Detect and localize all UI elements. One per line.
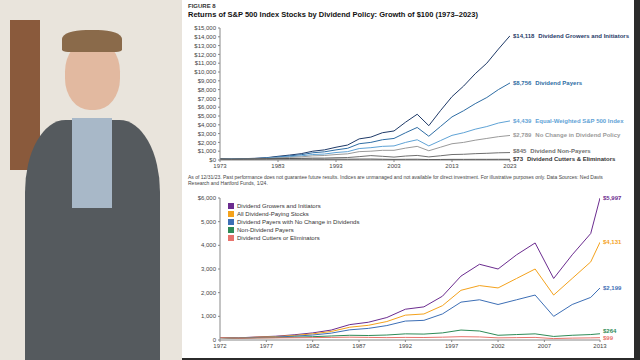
html-text:Equal-Weighted S&P 500 Index: Equal-Weighted S&P 500 Index — [535, 117, 624, 124]
svg-text:$13,000: $13,000 — [194, 43, 216, 49]
svg-text:$6,000: $6,000 — [198, 195, 217, 201]
svg-text:$4,000: $4,000 — [198, 122, 217, 128]
html-text:$14,118: $14,118 — [513, 32, 535, 39]
svg-text:$9,000: $9,000 — [198, 78, 217, 84]
svg-text:2013: 2013 — [445, 163, 459, 169]
svg-text:1987: 1987 — [352, 343, 366, 349]
svg-text:2002: 2002 — [491, 343, 505, 349]
svg-text:1982: 1982 — [306, 343, 320, 349]
svg-text:1983: 1983 — [271, 163, 285, 169]
svg-text:1,000: 1,000 — [201, 313, 217, 319]
html-text:$4,131: $4,131 — [603, 239, 622, 246]
html-text:$8,756: $8,756 — [513, 79, 532, 86]
svg-text:0: 0 — [213, 337, 217, 343]
html-text:$2,199: $2,199 — [603, 285, 622, 291]
svg-text:5,000: 5,000 — [201, 219, 217, 225]
svg-text:2,000: 2,000 — [201, 290, 217, 296]
html-text:Dividend Growers and Initiator: Dividend Growers and Initiators — [237, 203, 321, 209]
html-text:As of 12/31/23. Past performan: As of 12/31/23. Past performance does no… — [188, 174, 603, 186]
html-text:All Dividend-Paying Stocks: All Dividend-Paying Stocks — [237, 211, 309, 217]
svg-text:$10,000: $10,000 — [194, 69, 216, 75]
svg-text:3,000: 3,000 — [201, 266, 217, 272]
svg-text:2003: 2003 — [387, 163, 401, 169]
html-text:Dividend Cutters & Eliminators: Dividend Cutters & Eliminators — [527, 156, 616, 163]
svg-text:$15,000: $15,000 — [194, 25, 216, 31]
svg-text:1977: 1977 — [260, 343, 274, 349]
svg-text:1993: 1993 — [329, 163, 343, 169]
html-text:Dividend Cutters or Eliminator: Dividend Cutters or Eliminators — [237, 235, 320, 241]
svg-text:$0: $0 — [209, 157, 216, 163]
svg-text:1973: 1973 — [213, 163, 227, 169]
html-text:No Change in Dividend Policy: No Change in Dividend Policy — [535, 132, 621, 139]
svg-text:1992: 1992 — [399, 343, 413, 349]
html-text:Dividend Payers: Dividend Payers — [535, 79, 582, 86]
html-text:$99: $99 — [603, 334, 613, 341]
html-text:Returns of S&P 500 Index Stock: Returns of S&P 500 Index Stocks by Divid… — [188, 10, 478, 19]
html-text:$845: $845 — [513, 148, 527, 155]
html-text:$264: $264 — [603, 327, 617, 334]
html-text:$73: $73 — [513, 156, 523, 163]
svg-text:4,000: 4,000 — [201, 242, 217, 248]
svg-text:$11,000: $11,000 — [195, 60, 217, 66]
html-text:Dividend Non-Payers: Dividend Non-Payers — [530, 148, 591, 155]
svg-text:$6,000: $6,000 — [198, 104, 217, 110]
svg-text:1997: 1997 — [445, 343, 459, 349]
html-text:Dividend Payers with No Change: Dividend Payers with No Change in Divide… — [237, 219, 360, 225]
svg-text:2023: 2023 — [503, 163, 517, 169]
html-text:$2,789: $2,789 — [513, 132, 532, 139]
svg-text:$1,000: $1,000 — [198, 148, 217, 154]
html-text:Non-Dividend Payers: Non-Dividend Payers — [237, 227, 294, 233]
svg-text:$5,000: $5,000 — [198, 113, 217, 119]
html-text:$5,997: $5,997 — [603, 195, 622, 202]
svg-text:$8,000: $8,000 — [198, 87, 217, 93]
svg-text:$3,000: $3,000 — [198, 131, 217, 137]
svg-text:2013: 2013 — [593, 343, 607, 349]
html-text:FIGURE 8: FIGURE 8 — [188, 3, 216, 9]
html-text:$4,439: $4,439 — [513, 117, 532, 124]
svg-text:1972: 1972 — [213, 343, 227, 349]
html-text:Dividend Growers and Initiator: Dividend Growers and Initiators — [538, 32, 629, 39]
svg-text:2007: 2007 — [538, 343, 552, 349]
svg-text:$14,000: $14,000 — [194, 34, 216, 40]
svg-text:$2,000: $2,000 — [198, 140, 217, 146]
svg-text:$12,000: $12,000 — [194, 52, 216, 58]
svg-text:$7,000: $7,000 — [198, 96, 217, 102]
